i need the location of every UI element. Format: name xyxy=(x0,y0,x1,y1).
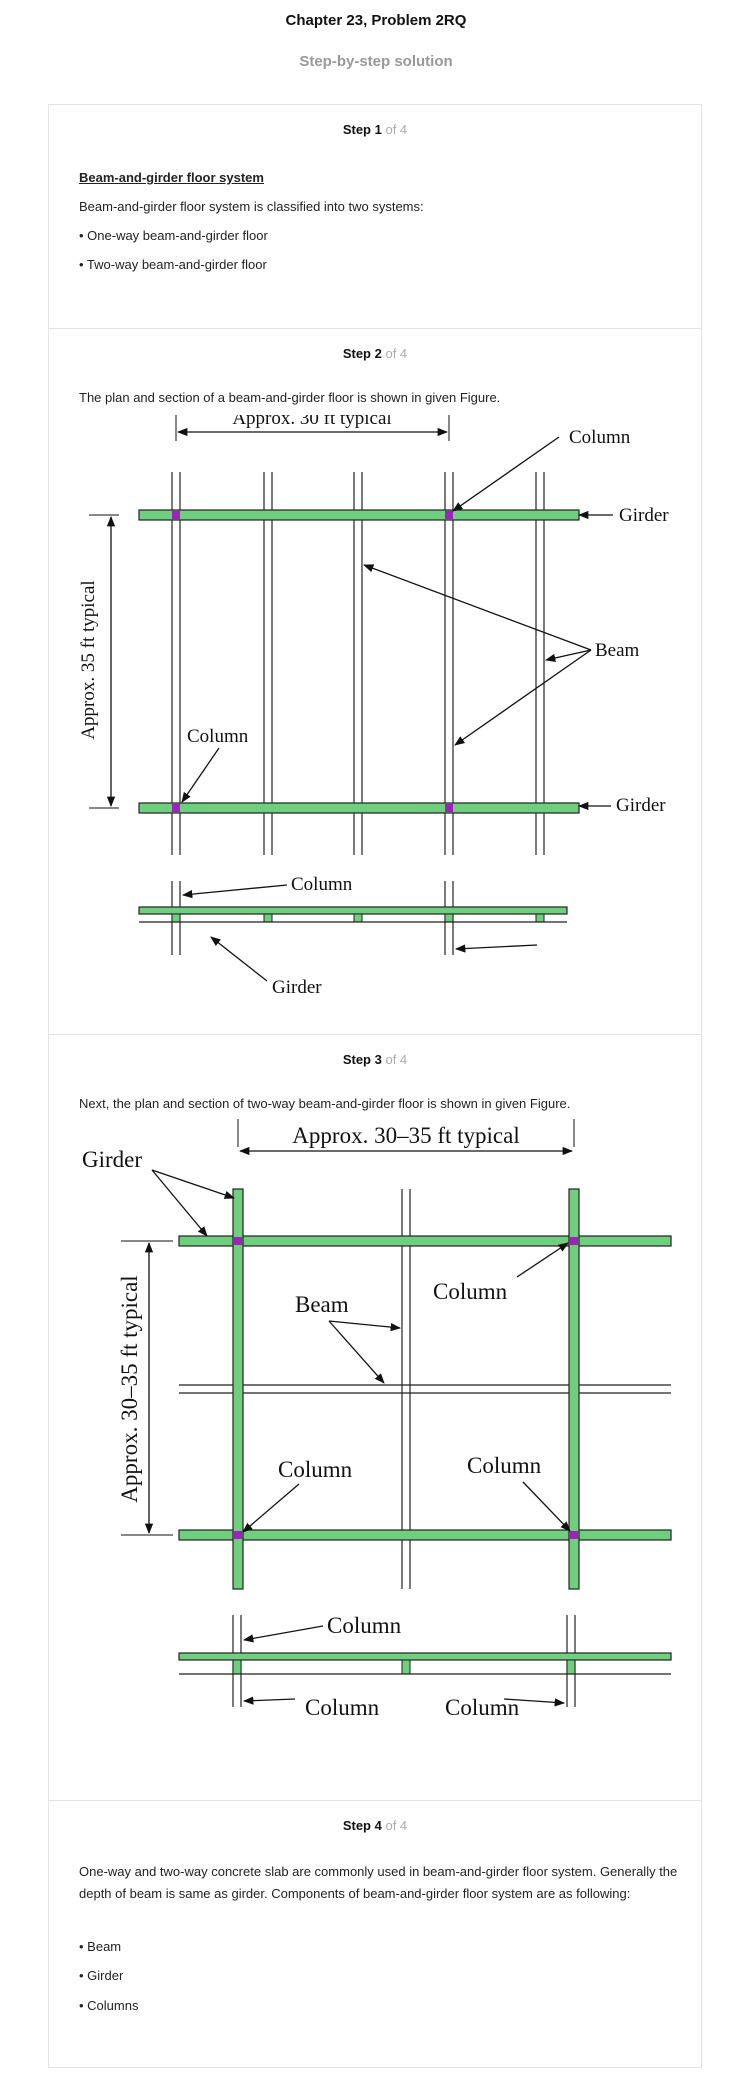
step-2-intro: The plan and section of a beam-and-girde… xyxy=(79,390,501,405)
step-4-bullet: • Beam xyxy=(79,1939,122,1954)
step-3-header: Step 3 of 4 xyxy=(342,1052,408,1067)
beam-label: Beam xyxy=(595,640,640,661)
column-label: Column xyxy=(305,1695,380,1720)
column-label: Column xyxy=(467,1453,542,1478)
step-4-paragraph: One-way and two-way concrete slab are co… xyxy=(79,1864,678,1901)
column-label: Column xyxy=(569,427,631,448)
page-title: Chapter 23, Problem 2RQ xyxy=(285,12,467,29)
step-4-bullet: • Girder xyxy=(79,1968,124,1983)
girder-label: Girder xyxy=(619,505,669,526)
step-1-header: Step 1 of 4 xyxy=(342,122,408,137)
column-label: Column xyxy=(187,726,249,747)
girder-label: Girder xyxy=(82,1147,142,1172)
step-1-intro: Beam-and-girder floor system is classifi… xyxy=(79,199,424,214)
girder-label: Girder xyxy=(616,795,666,816)
step-1-card: Step 1 of 4 Beam-and-girder floor system… xyxy=(48,104,702,328)
column-label: Column xyxy=(433,1279,508,1304)
step-1-bullet: • One-way beam-and-girder floor xyxy=(79,228,268,243)
step-3-card: Step 3 of 4 Next, the plan and section o… xyxy=(48,1034,702,1800)
dim-side-label: Approx. 30–35 ft typical xyxy=(117,1275,142,1502)
beam-label: Beam xyxy=(295,1292,349,1317)
page-subtitle: Step-by-step solution xyxy=(299,53,453,70)
step-2-card: Step 2 of 4 The plan and section of a be… xyxy=(48,328,702,1034)
step-4-bullet: • Columns xyxy=(79,1998,139,2013)
one-way-floor-figure: Approx. 30 ft typical Approx. 35 ft typi… xyxy=(78,415,669,998)
column-label: Column xyxy=(291,874,353,895)
two-way-floor-figure: Approx. 30–35 ft typical Approx. 30–35 f… xyxy=(82,1119,672,1720)
dim-side-label: Approx. 35 ft typical xyxy=(78,580,99,739)
step-4-card: Step 4 of 4 One-way and two-way concrete… xyxy=(48,1800,702,2068)
dim-top-label: Approx. 30 ft typical xyxy=(232,415,391,429)
column-label: Column xyxy=(278,1457,353,1482)
step-1-heading: Beam-and-girder floor system xyxy=(79,170,264,185)
column-label: Column xyxy=(327,1613,402,1638)
step-2-header: Step 2 of 4 xyxy=(342,346,408,361)
dim-top-label: Approx. 30–35 ft typical xyxy=(292,1123,519,1148)
step-4-header: Step 4 of 4 xyxy=(342,1818,408,1833)
step-1-bullet: • Two-way beam-and-girder floor xyxy=(79,257,267,272)
step-3-intro: Next, the plan and section of two-way be… xyxy=(79,1096,571,1111)
girder-label: Girder xyxy=(272,977,322,998)
